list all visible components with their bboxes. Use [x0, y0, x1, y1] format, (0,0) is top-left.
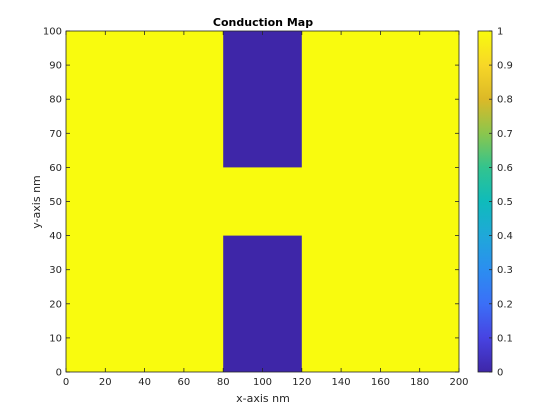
- x-tick-label: 200: [449, 377, 468, 388]
- y-tick-label: 80: [49, 95, 62, 106]
- colorbar-tick-label: 0.1: [497, 333, 513, 344]
- y-tick-label: 10: [49, 333, 62, 344]
- y-tick-label: 60: [49, 163, 62, 174]
- colorbar-tick-label: 0.4: [497, 231, 513, 242]
- y-tick-label: 100: [43, 27, 62, 38]
- colorbar-tick-label: 0.3: [497, 265, 513, 276]
- x-tick-label: 80: [217, 377, 230, 388]
- y-axis-label: y-axis nm: [30, 175, 43, 229]
- x-tick-label: 40: [138, 377, 151, 388]
- heatmap-region-1: [223, 236, 302, 372]
- y-tick-label: 90: [49, 61, 62, 72]
- chart-title: Conduction Map: [213, 16, 313, 29]
- colorbar-tick-label: 0.2: [497, 299, 513, 310]
- y-tick-label: 0: [56, 368, 62, 379]
- colorbar-tick-label: 0: [497, 368, 503, 379]
- x-tick-label: 140: [332, 377, 351, 388]
- x-tick-label: 20: [99, 377, 112, 388]
- y-tick-label: 40: [49, 231, 62, 242]
- colorbar-tick-label: 0.6: [497, 163, 513, 174]
- x-tick-label: 100: [253, 377, 272, 388]
- y-tick-label: 20: [49, 299, 62, 310]
- x-tick-label: 120: [292, 377, 311, 388]
- colorbar-tick-label: 0.9: [497, 61, 513, 72]
- plot-area: [66, 31, 459, 372]
- x-tick-label: 160: [371, 377, 390, 388]
- x-axis-label: x-axis nm: [236, 392, 290, 405]
- colorbar: 0 0.1 0.2 0.3 0.4 0.5 0.6 0.7 0.8 0.9 1: [478, 27, 513, 379]
- x-tick-label: 0: [63, 377, 69, 388]
- colorbar-tick-label: 0.7: [497, 129, 513, 140]
- x-tick-label: 60: [178, 377, 191, 388]
- heatmap-region-2: [223, 31, 302, 167]
- x-tick-label: 180: [410, 377, 429, 388]
- y-tick-label: 70: [49, 129, 62, 140]
- y-tick-label: 30: [49, 265, 62, 276]
- colorbar-tick-label: 0.8: [497, 95, 513, 106]
- colorbar-tick-label: 0.5: [497, 197, 513, 208]
- colorbar-tick-label: 1: [497, 27, 503, 38]
- y-tick-label: 50: [49, 197, 62, 208]
